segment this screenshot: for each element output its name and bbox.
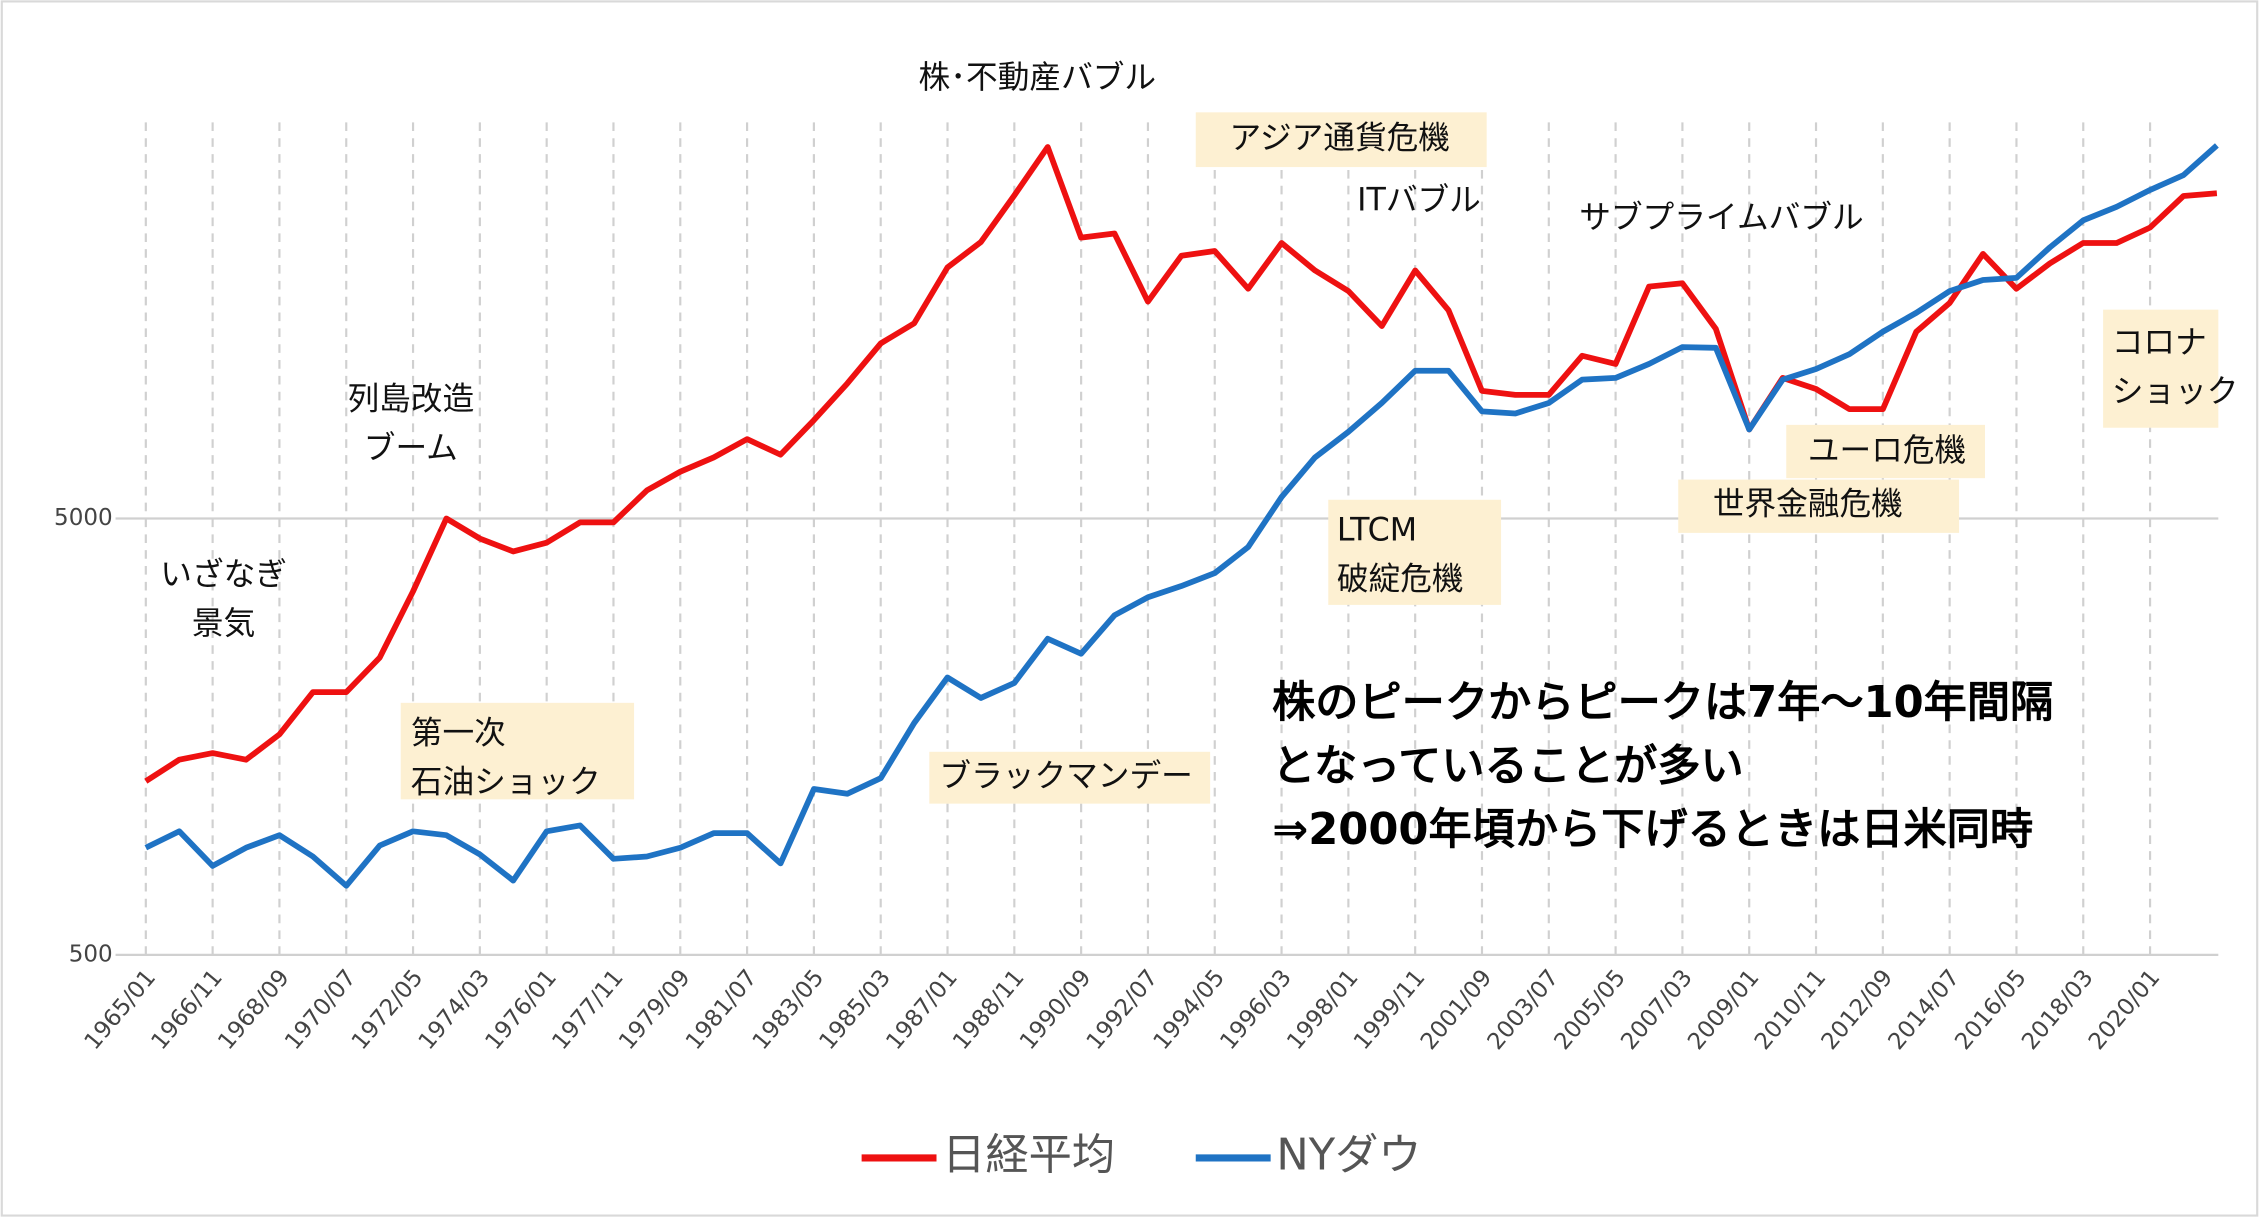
annotation-box — [2103, 309, 2219, 428]
series-line — [144, 143, 2219, 889]
note: となっていることが多い — [1272, 742, 1744, 792]
annotation: いざなぎ — [160, 557, 287, 593]
annotation-box — [1678, 479, 1960, 533]
annotation: 景気 — [192, 606, 255, 642]
y-tick-label: 500 — [69, 941, 113, 967]
annotation: 破綻危機 — [1337, 561, 1464, 597]
annotation: ショック — [2112, 374, 2239, 410]
annotation-box — [929, 751, 1211, 804]
annotation-box — [1786, 424, 1986, 479]
annotation: ユーロ危機 — [1808, 433, 1966, 469]
annotation: 石油ショック — [411, 764, 601, 800]
legend-label: NYダウ — [1276, 1130, 1421, 1180]
annotation-box — [400, 702, 635, 800]
annotation-box — [1328, 499, 1502, 605]
annotation: 列島改造 — [347, 381, 474, 417]
series-line — [144, 144, 2218, 784]
annotation: 第一次 — [411, 716, 506, 752]
note: 株のピークからピークは7年～10年間隔 — [1272, 678, 2053, 728]
annotation: ITバブル — [1357, 183, 1481, 219]
annotation-box — [1195, 112, 1487, 168]
annotation: ブラックマンデー — [939, 759, 1192, 795]
annotation: コロナ — [2112, 325, 2207, 361]
note: ⇒2000年頃から下げるときは日米同時 — [1272, 805, 2033, 855]
legend-label: 日経平均 — [942, 1130, 1115, 1180]
annotation: アジア通貨危機 — [1230, 121, 1450, 157]
annotation: 世界金融危機 — [1713, 487, 1903, 523]
annotation: サブプライムバブル — [1579, 200, 1863, 236]
annotation: 株･不動産バブル — [919, 60, 1157, 96]
annotation: ブーム — [364, 430, 458, 466]
y-tick-label: 5000 — [54, 505, 113, 531]
annotation: LTCM — [1337, 512, 1417, 548]
